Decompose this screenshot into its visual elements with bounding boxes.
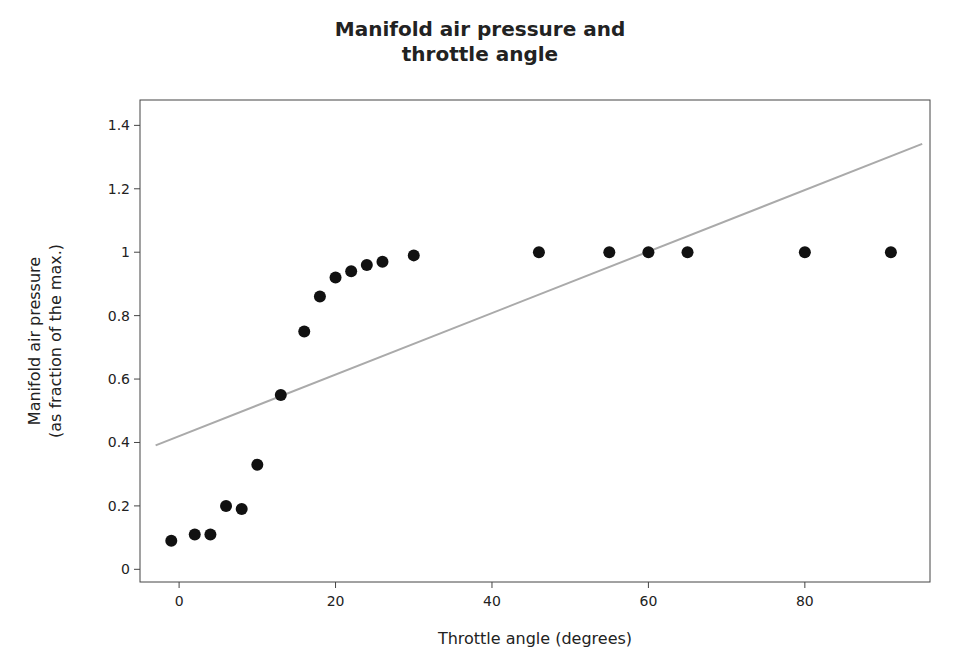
scatter-point (408, 249, 420, 261)
y-tick-label: 1.4 (108, 117, 130, 133)
scatter-point (189, 528, 201, 540)
title: Manifold air pressure andthrottle angle (335, 17, 625, 66)
scatter-point (298, 325, 310, 337)
axes: 0 20 40 60 80 0 0.2 0.4 0.6 0.8 1 1.2 1.4 (108, 117, 814, 609)
y-tick-label: 1.2 (108, 181, 130, 197)
x-tick (335, 582, 336, 588)
scatter-point (165, 535, 177, 547)
y-tick-label: 0.2 (108, 498, 130, 514)
y-tick (134, 379, 140, 380)
y-tick-label: 0 (121, 561, 130, 577)
scatter-point (361, 259, 373, 271)
y-tick (134, 252, 140, 253)
y-tick (134, 505, 140, 506)
scatter-point (314, 291, 326, 303)
y-axis-label: Manifold air pressure(as fraction of the… (25, 244, 65, 438)
plot-area (156, 144, 923, 547)
x-tick (491, 582, 492, 588)
scatter-point (236, 503, 248, 515)
x-tick-label: 40 (483, 593, 501, 609)
y-tick-label: 1 (121, 244, 130, 260)
x-tick-label: 0 (175, 593, 184, 609)
y-tick (134, 315, 140, 316)
y-tick (134, 442, 140, 443)
x-tick (648, 582, 649, 588)
scatter-point (885, 246, 897, 258)
scatter-point (220, 500, 232, 512)
regression-line (156, 144, 923, 445)
scatter-point (251, 459, 263, 471)
scatter-point (603, 246, 615, 258)
scatter-point (275, 389, 287, 401)
y-tick (134, 188, 140, 189)
scatter-point (642, 246, 654, 258)
y-tick-label: 0.4 (108, 434, 130, 450)
scatter-point (204, 528, 216, 540)
x-tick (804, 582, 805, 588)
plot-frame (140, 100, 930, 582)
chart-container: Manifold air pressure andthrottle angle 0… (0, 0, 960, 672)
scatter-point (376, 256, 388, 268)
scatter-point (533, 246, 545, 258)
scatter-point (799, 246, 811, 258)
x-tick-label: 20 (327, 593, 345, 609)
scatter-point (682, 246, 694, 258)
x-tick (179, 582, 180, 588)
y-tick (134, 125, 140, 126)
scatter-point (330, 272, 342, 284)
chart: Manifold air pressure andthrottle angle 0… (0, 0, 960, 672)
y-tick-label: 0.6 (108, 371, 130, 387)
y-tick (134, 569, 140, 570)
y-tick-label: 0.8 (108, 308, 130, 324)
x-tick-label: 60 (640, 593, 658, 609)
x-tick-label: 80 (796, 593, 814, 609)
x-axis-label: Throttle angle (degrees) (437, 629, 632, 648)
scatter-point (345, 265, 357, 277)
